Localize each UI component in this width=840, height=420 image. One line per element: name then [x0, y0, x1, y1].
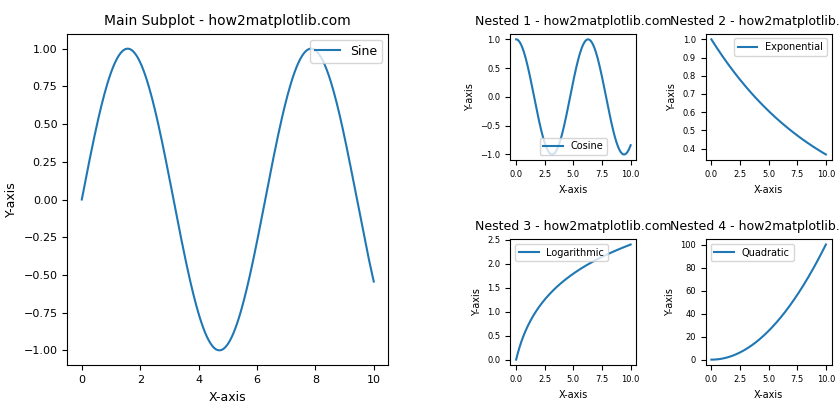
Cosine — [626, 143, 636, 148]
Exponential — [803, 141, 813, 146]
Sine — [76, 197, 87, 202]
Sine — [369, 279, 379, 284]
Quadratic — [776, 314, 786, 319]
Line: Exponential: Exponential — [711, 39, 826, 155]
Exponential — [821, 152, 831, 157]
Cosine — [580, 39, 590, 45]
Quadratic — [774, 317, 785, 322]
Quadratic — [706, 357, 717, 362]
Sine — [257, 211, 267, 216]
Y-axis label: Y-axis: Y-axis — [664, 288, 675, 316]
Exponential — [774, 118, 785, 123]
Logarithmic — [581, 263, 591, 268]
Sine — [78, 192, 88, 197]
Y-axis label: Y-axis: Y-axis — [472, 288, 482, 316]
Cosine — [512, 37, 522, 42]
Cosine — [615, 149, 625, 154]
Sine — [325, 76, 335, 81]
Y-axis label: Y-axis: Y-axis — [5, 181, 18, 218]
Exponential — [810, 145, 820, 150]
Line: Logarithmic: Logarithmic — [516, 244, 631, 360]
Sine — [251, 241, 261, 246]
Sine — [214, 348, 224, 353]
Logarithmic — [580, 264, 590, 269]
Y-axis label: Y-axis: Y-axis — [465, 83, 475, 111]
Quadratic — [821, 242, 831, 247]
Line: Cosine: Cosine — [516, 39, 631, 155]
X-axis label: X-axis: X-axis — [754, 184, 783, 194]
Y-axis label: Y-axis: Y-axis — [667, 83, 677, 111]
Sine — [253, 236, 263, 241]
Cosine — [580, 40, 590, 45]
Legend: Exponential: Exponential — [734, 39, 827, 56]
Cosine — [581, 37, 591, 42]
Legend: Quadratic: Quadratic — [711, 244, 794, 261]
Cosine — [511, 37, 521, 42]
Title: Nested 2 - how2matplotlib.com: Nested 2 - how2matplotlib.com — [670, 15, 840, 28]
Sine — [123, 46, 133, 51]
Line: Quadratic: Quadratic — [711, 244, 826, 360]
Legend: Cosine: Cosine — [539, 138, 607, 155]
Cosine — [608, 127, 618, 132]
Cosine — [547, 152, 557, 157]
Legend: Logarithmic: Logarithmic — [515, 244, 608, 261]
Logarithmic — [511, 357, 521, 362]
Title: Nested 4 - how2matplotlib.com: Nested 4 - how2matplotlib.com — [670, 220, 840, 234]
Title: Nested 3 - how2matplotlib.com: Nested 3 - how2matplotlib.com — [475, 220, 672, 234]
Quadratic — [706, 357, 717, 362]
Logarithmic — [607, 249, 617, 255]
Title: Nested 1 - how2matplotlib.com: Nested 1 - how2matplotlib.com — [475, 15, 672, 28]
Sine — [344, 153, 354, 158]
Line: Sine: Sine — [81, 49, 374, 350]
Title: Main Subplot - how2matplotlib.com: Main Subplot - how2matplotlib.com — [104, 14, 351, 28]
X-axis label: X-axis: X-axis — [559, 184, 588, 194]
X-axis label: X-axis: X-axis — [754, 390, 783, 400]
Quadratic — [774, 316, 785, 321]
Logarithmic — [626, 242, 636, 247]
X-axis label: X-axis: X-axis — [559, 390, 588, 400]
Quadratic — [803, 276, 813, 281]
Exponential — [706, 37, 717, 42]
Logarithmic — [579, 264, 589, 269]
Exponential — [774, 118, 785, 123]
Logarithmic — [615, 246, 625, 251]
Quadratic — [810, 262, 820, 268]
Exponential — [776, 120, 786, 125]
Exponential — [706, 37, 717, 42]
X-axis label: X-axis: X-axis — [209, 391, 247, 404]
Logarithmic — [512, 356, 522, 361]
Legend: Sine: Sine — [310, 40, 382, 63]
